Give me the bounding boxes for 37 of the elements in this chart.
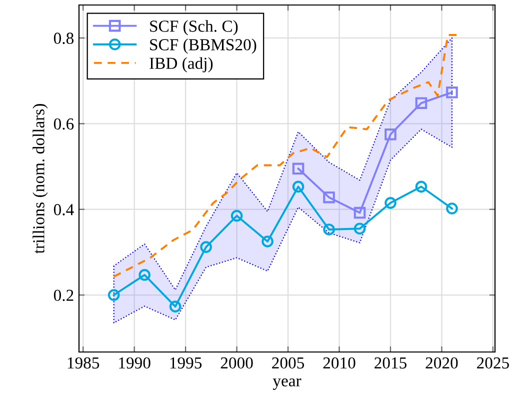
point bbox=[292, 180, 304, 193]
x-tick-label: 2020 bbox=[426, 357, 458, 369]
point bbox=[415, 180, 428, 193]
x-tick-label: 1995 bbox=[170, 357, 202, 369]
point bbox=[415, 97, 428, 110]
y-tick-label: 0.8 bbox=[54, 32, 74, 44]
x-tick-label: 1990 bbox=[119, 357, 150, 369]
point bbox=[108, 289, 120, 301]
point bbox=[354, 222, 366, 235]
point bbox=[446, 202, 458, 214]
point bbox=[384, 197, 396, 209]
legend-label: SCF (Sch. C) bbox=[150, 20, 238, 36]
point bbox=[262, 236, 274, 248]
y-axis-title: trillions (nom. dollars) bbox=[32, 104, 48, 254]
y-tick-label: 0.6 bbox=[54, 118, 74, 130]
point bbox=[230, 210, 243, 222]
y-tick-label: 0.4 bbox=[54, 204, 74, 216]
point bbox=[200, 241, 212, 253]
line-series bbox=[112, 34, 460, 278]
x-tick-label: 2025 bbox=[477, 357, 509, 369]
point bbox=[323, 224, 335, 236]
x-tick-label: 2005 bbox=[272, 357, 304, 369]
point bbox=[323, 191, 335, 204]
legend-label: IBD (adj) bbox=[150, 57, 213, 72]
point bbox=[138, 268, 150, 281]
point bbox=[169, 300, 182, 312]
x-tick-label: 2010 bbox=[323, 357, 356, 369]
x-tick-label: 1985 bbox=[68, 357, 100, 369]
y-tick-label: 0.2 bbox=[54, 290, 74, 302]
x-tick-label: 2015 bbox=[374, 357, 407, 369]
x-tick-label: 2000 bbox=[220, 357, 253, 369]
point bbox=[292, 162, 304, 175]
point bbox=[354, 206, 366, 219]
point bbox=[446, 86, 458, 98]
point bbox=[384, 128, 396, 140]
x-axis-title: year bbox=[272, 378, 302, 390]
legend-label: SCF (BBMS20) bbox=[150, 38, 256, 54]
